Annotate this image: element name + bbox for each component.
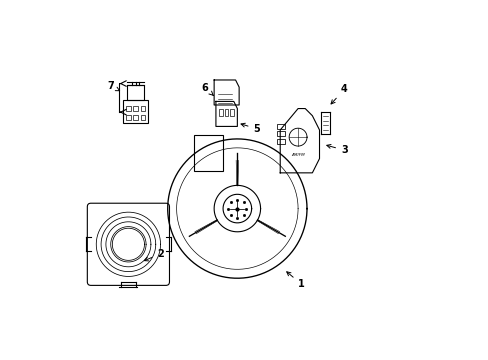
Text: AM/FM: AM/FM <box>291 153 305 157</box>
Bar <box>230 109 233 116</box>
Text: 1: 1 <box>286 272 304 289</box>
Bar <box>276 131 284 136</box>
Text: 3: 3 <box>326 144 347 155</box>
Text: 4: 4 <box>330 85 347 104</box>
Bar <box>140 106 144 111</box>
Polygon shape <box>214 80 239 105</box>
Bar <box>123 100 148 123</box>
Bar <box>276 124 284 129</box>
Bar <box>219 109 223 116</box>
Text: 5: 5 <box>241 123 260 134</box>
Bar <box>133 106 138 111</box>
Bar <box>126 85 144 100</box>
Bar <box>224 109 228 116</box>
Polygon shape <box>216 102 237 126</box>
Bar <box>126 114 130 120</box>
Bar <box>276 139 284 144</box>
Text: 7: 7 <box>107 81 120 91</box>
Bar <box>194 135 223 171</box>
Text: 2: 2 <box>144 249 163 261</box>
Bar <box>133 114 138 120</box>
Text: 6: 6 <box>201 83 213 95</box>
Bar <box>126 106 130 111</box>
Bar <box>140 114 144 120</box>
